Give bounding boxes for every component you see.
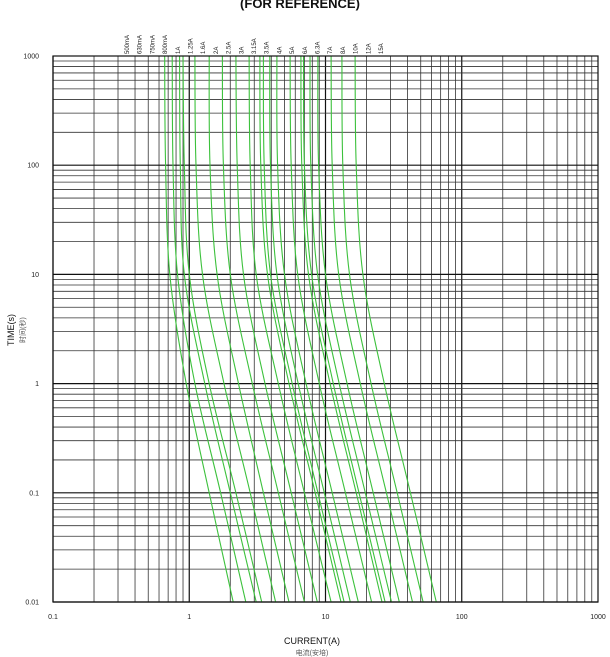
rating-label: 3.5A [265,42,271,54]
curve-6.3A [302,55,386,603]
chart-title: (FOR REFERENCE) [240,0,360,11]
rating-label: 5A [290,47,296,54]
rating-label: 1.6A [201,42,207,54]
x-tick-label: 100 [456,614,468,621]
y-axis-sublabel: 时间(秒) [18,317,27,343]
curve-750mA [179,55,257,603]
curve-7A [309,55,393,603]
curve-3A [259,55,342,603]
curve-2A [235,55,318,603]
y-tick-label: 0.01 [25,600,39,607]
rating-label: 8A [341,47,347,54]
rating-label: 7A [328,47,334,54]
curves [164,55,437,603]
x-axis-label: CURRENT(A) [284,636,340,646]
rating-label: 10A [354,43,360,54]
x-tick-label: 1000 [590,614,606,621]
rating-label: 630mA [138,35,144,54]
y-tick-labels: 1000 100 10 1 0.1 0.01 [23,54,39,607]
plot-area-border [52,55,599,603]
y-tick-label: 1 [35,381,39,388]
x-axis-sublabel: 电流(安培) [296,648,329,657]
curve-500mA [164,55,234,603]
y-tick-label: 0.1 [29,490,39,497]
rating-label: 3.15A [252,38,258,54]
curve-8A [317,55,400,603]
curve-1A [194,55,277,603]
rating-label: 750mA [150,35,156,54]
curve-6A [300,55,383,603]
curve-10A [330,55,414,603]
y-tick-label: 100 [27,163,39,170]
rating-label: 6A [303,47,309,54]
x-tick-label: 10 [322,614,330,621]
curve-4A [276,55,359,603]
x-tick-label: 0.1 [48,614,58,621]
rating-label: 15A [379,43,385,54]
curve-5A [289,55,373,603]
curve-2.5A [248,55,332,603]
curve-3.15A [262,55,345,603]
curve-1.25A [208,55,290,603]
rating-label: 6.3A [316,42,322,54]
x-tick-label: 1 [187,614,191,621]
rating-label: 3A [239,47,245,54]
curve-630mA [171,55,247,603]
rating-label: 1A [176,47,182,54]
rating-label: 1.25A [189,38,195,54]
rating-label: 12A [366,43,372,54]
curve-15A [354,55,437,603]
rating-label: 4A [277,47,283,54]
rating-label: 800mA [163,35,169,54]
y-axis-label: TIME(s) [6,314,16,346]
x-tick-labels: 0.1 1 10 100 1000 [48,614,606,621]
curve-12A [341,55,424,603]
grid [52,56,598,603]
rating-labels: 500mA 630mA 750mA 800mA 1A 1.25A 1.6A 2A 2.5A 3A 3… [125,35,385,54]
rating-label: 2A [214,47,220,54]
y-tick-label: 10 [31,272,39,279]
curve-3.5A [269,55,351,603]
rating-label: 2.5A [227,42,233,54]
curve-800mA [182,55,263,603]
rating-label: 500mA [125,35,131,54]
curve-1.6A [221,55,305,603]
y-tick-label: 1000 [23,54,39,61]
